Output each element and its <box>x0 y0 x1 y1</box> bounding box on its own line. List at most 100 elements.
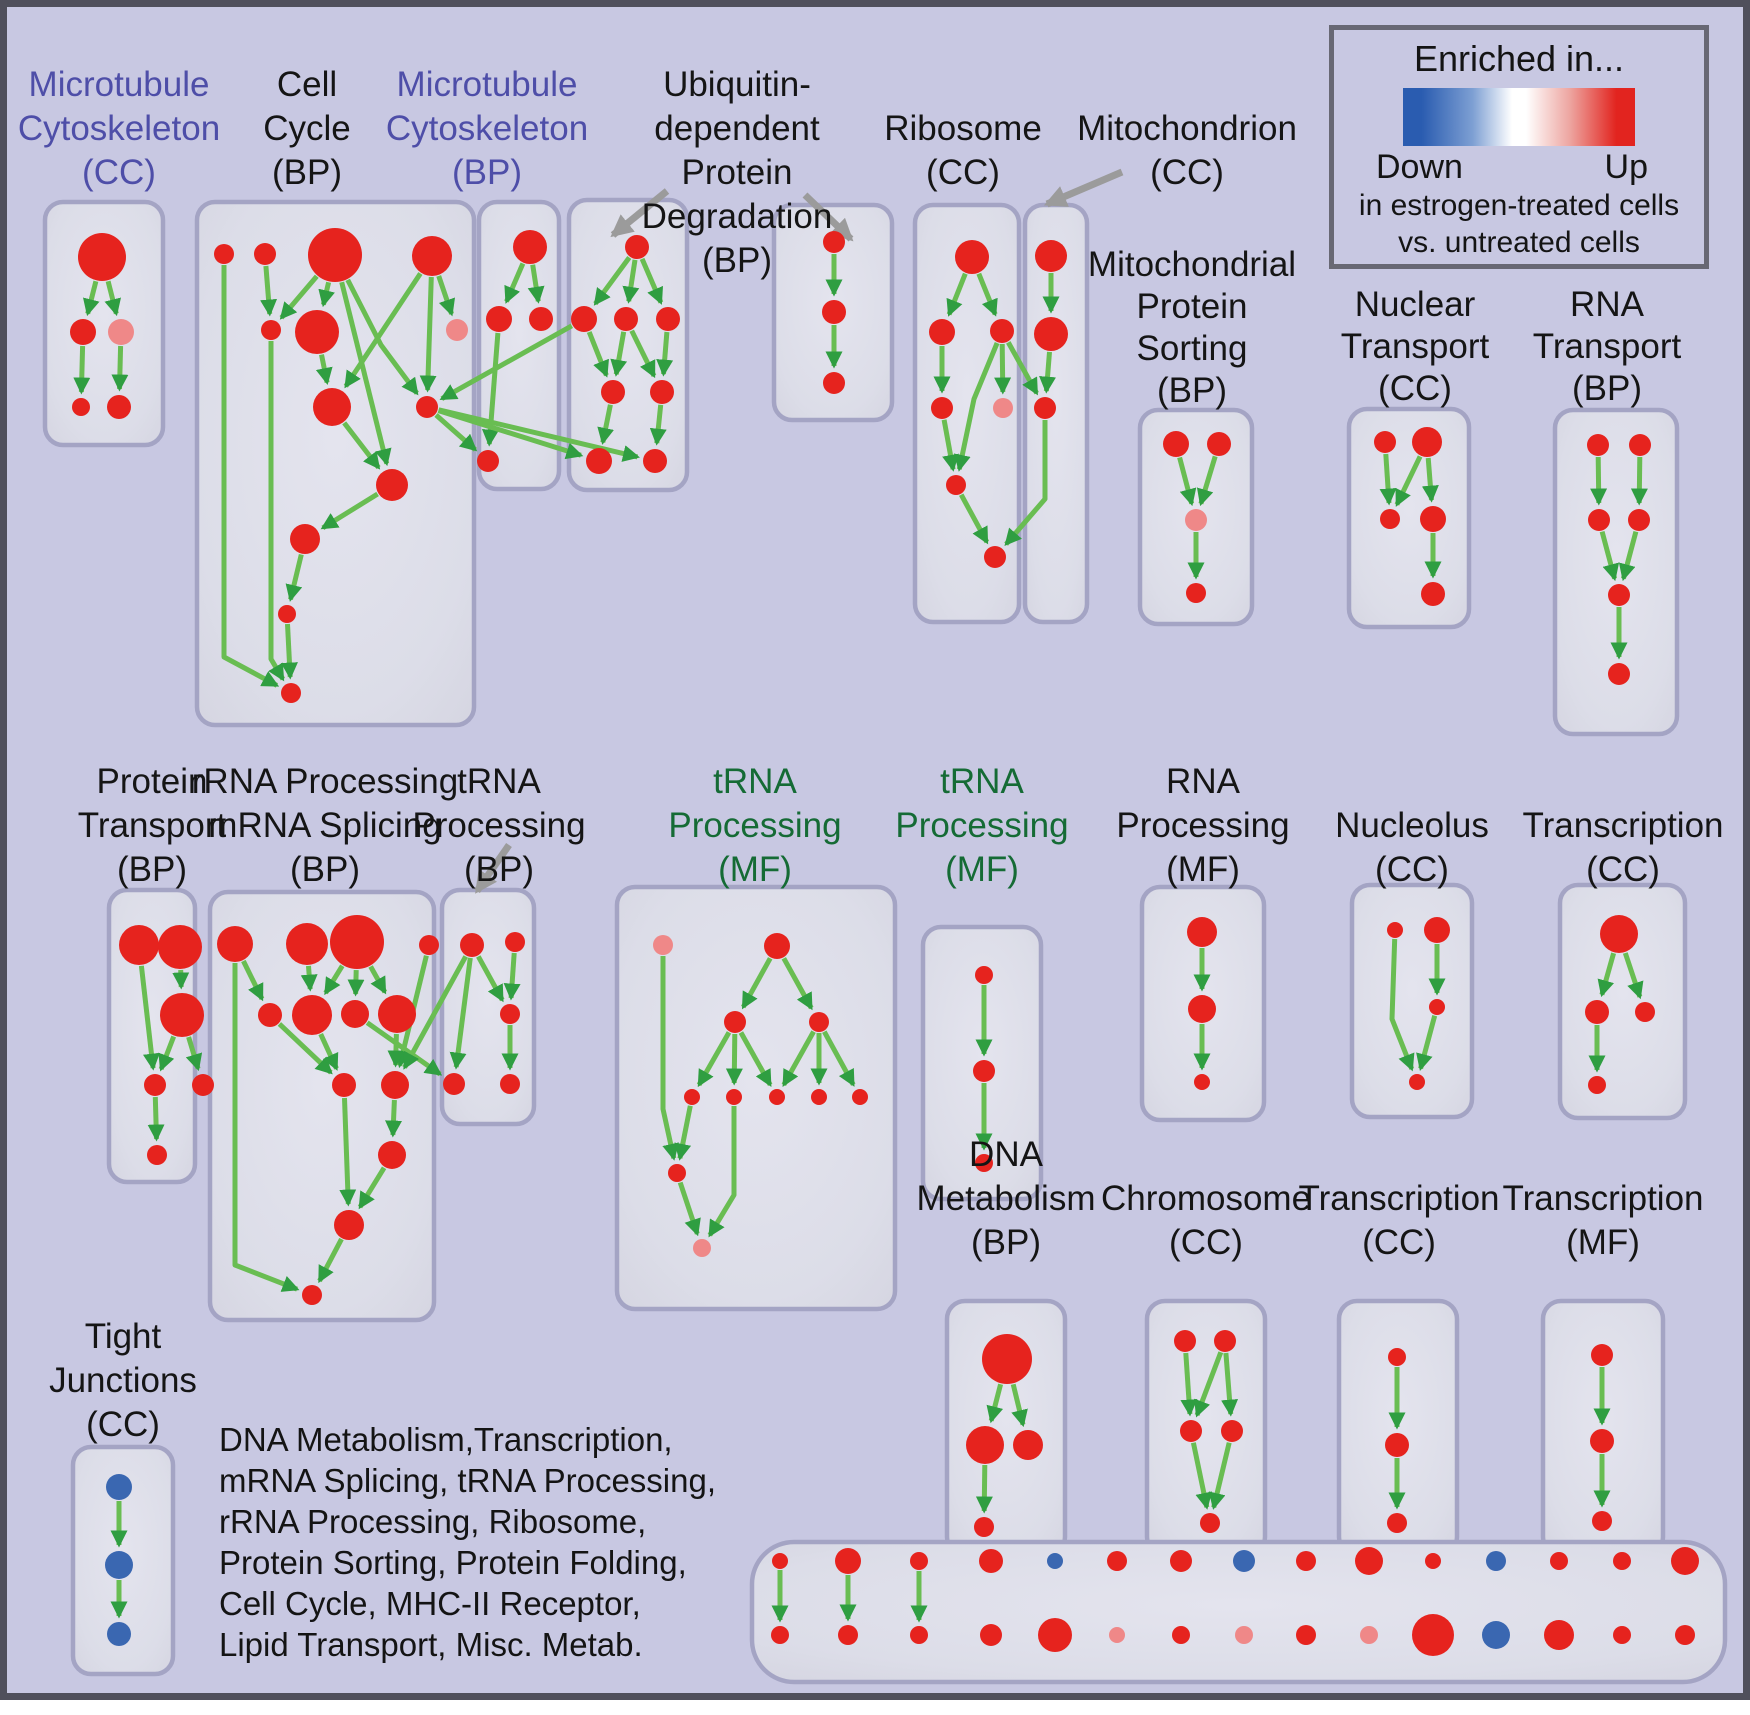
go-term-node <box>1034 317 1068 351</box>
go-term-node <box>1588 1076 1606 1094</box>
relation-edge <box>725 1033 743 1086</box>
relation-edge <box>320 491 379 531</box>
go-term-node <box>823 231 845 253</box>
relation-edge <box>504 262 526 304</box>
go-term-node <box>1194 1074 1210 1090</box>
go-term-node <box>1544 1620 1574 1650</box>
go-term-node <box>308 228 362 282</box>
relation-edge <box>629 329 657 379</box>
relation-edge <box>158 1035 177 1072</box>
go-term-node <box>70 319 96 345</box>
go-term-node <box>982 1334 1032 1384</box>
go-term-node <box>1425 1553 1441 1569</box>
go-term-node <box>1388 1348 1406 1366</box>
go-term-node <box>1671 1547 1699 1575</box>
go-term-node <box>650 380 674 404</box>
relation-edge <box>1394 455 1423 507</box>
relation-edge <box>300 965 318 992</box>
go-term-node <box>979 1549 1003 1573</box>
relation-edge <box>1597 952 1617 998</box>
note-line: Lipid Transport, Misc. Metab. <box>219 1626 643 1663</box>
go-term-node <box>107 395 131 419</box>
legend: Enriched in... Down Up in estrogen-treat… <box>1329 25 1709 269</box>
go-term-node <box>1675 1625 1695 1645</box>
go-term-node <box>419 935 439 955</box>
note-line: DNA Metabolism,Transcription, <box>219 1421 673 1458</box>
relation-edge <box>323 964 345 996</box>
relation-edge <box>232 963 300 1292</box>
relation-edge <box>285 554 304 602</box>
relation-edge <box>738 1031 773 1088</box>
relation-edge <box>593 256 632 306</box>
go-term-node <box>500 1074 520 1094</box>
go-term-node <box>1409 1074 1425 1090</box>
go-term-node <box>614 307 638 331</box>
relation-edge <box>986 1383 1004 1424</box>
go-term-node <box>1588 509 1610 531</box>
go-term-node <box>1207 432 1231 456</box>
go-term-node <box>217 926 253 962</box>
go-term-node <box>1591 1344 1613 1366</box>
relation-edge <box>83 280 100 317</box>
relation-edge <box>597 404 614 445</box>
legend-gradient-bar <box>1403 88 1635 146</box>
go-term-node <box>764 933 790 959</box>
relation-edge <box>365 1020 443 1077</box>
relation-edge <box>449 957 473 1070</box>
relation-edge <box>436 275 456 317</box>
relation-edge <box>1196 455 1218 507</box>
go-term-node <box>1587 434 1609 456</box>
go-term-node <box>809 1012 829 1032</box>
relation-edge <box>1180 1352 1198 1417</box>
go-term-node <box>513 230 547 264</box>
relation-edge <box>339 281 392 467</box>
go-term-node <box>1233 1550 1255 1572</box>
go-term-node <box>571 306 597 332</box>
label-pointer-arrow <box>802 192 854 242</box>
relation-edge <box>946 272 968 317</box>
relation-edge <box>419 276 437 393</box>
relation-edge <box>610 331 628 377</box>
go-term-node <box>1635 1002 1655 1022</box>
relation-edge <box>639 257 664 305</box>
go-term-node <box>601 380 625 404</box>
go-term-node <box>1592 1511 1612 1531</box>
go-term-node <box>966 1426 1004 1464</box>
label-pointer-arrow <box>610 188 670 238</box>
relation-edge <box>1039 351 1057 394</box>
go-term-node <box>625 235 649 259</box>
go-term-node <box>254 243 276 265</box>
relation-edge <box>1208 1442 1232 1510</box>
go-term-node <box>946 475 966 495</box>
go-term-node <box>1188 995 1216 1023</box>
go-term-node <box>653 935 673 955</box>
go-term-node <box>376 469 408 501</box>
go-term-node <box>295 310 339 354</box>
relation-edge <box>707 1106 737 1238</box>
go-term-node <box>1185 509 1207 531</box>
go-term-node <box>1380 509 1400 529</box>
relation-edge <box>402 955 468 1070</box>
go-term-node <box>1034 397 1056 419</box>
relation-edge <box>368 965 388 995</box>
relation-edge <box>438 407 640 462</box>
go-term-node <box>1163 431 1189 457</box>
note-line: mRNA Splicing, tRNA Processing, <box>219 1462 717 1499</box>
go-term-node <box>302 1285 322 1305</box>
go-term-node <box>72 398 90 416</box>
go-term-node <box>1200 1513 1220 1533</box>
relation-edge <box>345 278 419 396</box>
go-term-node <box>1047 1553 1063 1569</box>
go-term-node <box>334 1210 364 1240</box>
relation-edge <box>1194 1351 1224 1418</box>
cluster-box-mixed-terms-strip <box>749 1539 1728 1685</box>
go-term-node <box>144 1074 166 1096</box>
go-term-node <box>993 398 1013 418</box>
relation-edge <box>342 421 381 470</box>
go-term-node <box>973 1060 995 1082</box>
go-term-node <box>1608 584 1630 606</box>
go-term-node <box>984 546 1006 568</box>
relation-edge <box>1630 456 1648 506</box>
relation-edge <box>822 1030 856 1087</box>
go-term-node <box>412 236 452 276</box>
